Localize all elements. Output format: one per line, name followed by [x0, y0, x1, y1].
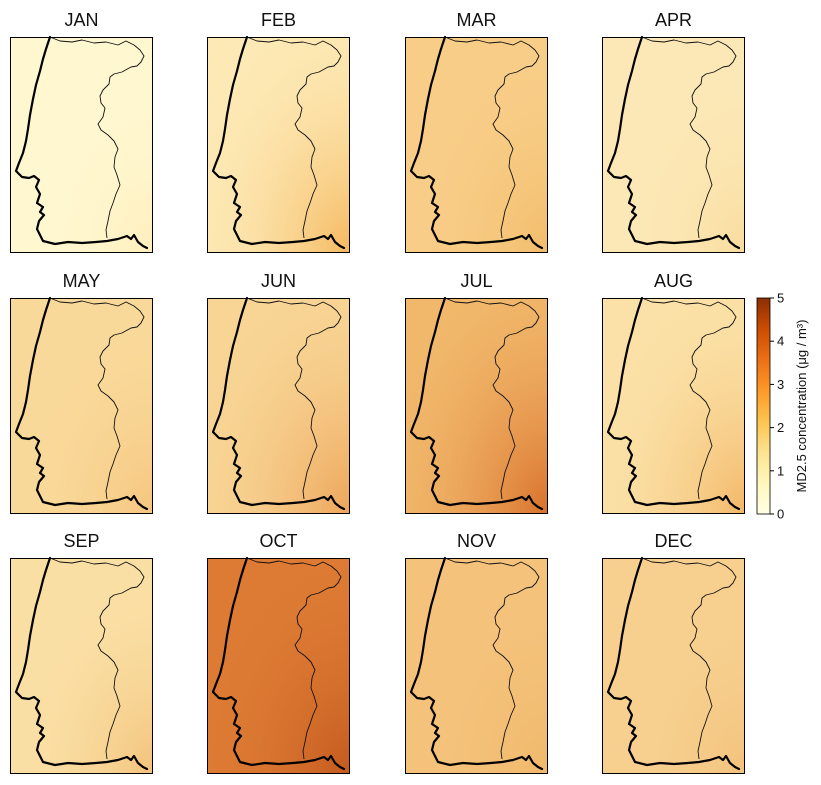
coastline-line: [606, 296, 741, 511]
map-panel-dec: DEC: [602, 531, 745, 774]
country-border-line: [49, 36, 145, 239]
map-panel-feb: FEB: [207, 10, 350, 253]
panel-title: MAY: [63, 271, 101, 291]
map-panel-jul: JUL: [405, 271, 548, 514]
map-panel-jan: JAN: [10, 10, 153, 253]
panel-title: AUG: [654, 271, 693, 291]
panel-frame: [405, 558, 548, 774]
map-field-gradient: [602, 298, 745, 514]
map-panel-apr: APR: [602, 10, 745, 253]
map-field-gradient: [602, 37, 745, 253]
country-border-line: [246, 557, 342, 760]
panel-title: JUL: [460, 271, 492, 291]
panel-frame: [10, 298, 153, 514]
country-border-line: [641, 557, 737, 760]
colorbar-gradient: [756, 297, 771, 515]
colorbar: 0 1 2 3 4 5 MD2.5 concentration (μg / m³): [756, 291, 809, 522]
country-border-line: [444, 557, 540, 760]
coastline-line: [409, 556, 544, 771]
panel-frame: [10, 558, 153, 774]
coastline-line: [606, 556, 741, 771]
map-panel-may: MAY: [10, 271, 153, 514]
panel-frame: [10, 37, 153, 253]
map-panel-oct: OCT: [207, 531, 350, 774]
map-field-gradient: [10, 558, 153, 774]
map-field-gradient: [405, 298, 548, 514]
map-panel-nov: NOV: [405, 531, 548, 774]
panel-title: APR: [655, 10, 692, 30]
panel-frame: [207, 298, 350, 514]
coastline-line: [14, 556, 149, 771]
map-field-gradient: [207, 298, 350, 514]
panel-title: NOV: [457, 531, 496, 551]
panel-frame: [207, 558, 350, 774]
map-panels: JAN FEB MAR APR MAY JUN JUL AUG SEP OCT NOV DEC: [10, 10, 745, 774]
map-field-gradient: [207, 37, 350, 253]
coastline-line: [211, 556, 346, 771]
panel-title: DEC: [654, 531, 692, 551]
coastline-line: [211, 35, 346, 250]
panel-title: OCT: [260, 531, 298, 551]
colorbar-tick-label: 0: [777, 507, 784, 522]
coastline-line: [606, 35, 741, 250]
country-border-line: [641, 36, 737, 239]
country-border-line: [444, 36, 540, 239]
colorbar-title: MD2.5 concentration (μg / m³): [794, 320, 809, 493]
colorbar-tick-label: 3: [777, 377, 784, 392]
panel-frame: [207, 37, 350, 253]
country-border-line: [246, 36, 342, 239]
panel-frame: [602, 558, 745, 774]
panel-frame: [602, 37, 745, 253]
country-border-line: [444, 297, 540, 500]
map-field-gradient: [405, 558, 548, 774]
panel-frame: [405, 37, 548, 253]
country-border-line: [246, 297, 342, 500]
map-field-gradient: [405, 37, 548, 253]
colorbar-tick-label: 4: [777, 334, 784, 349]
coastline-line: [14, 296, 149, 511]
coastline-line: [211, 296, 346, 511]
coastline-line: [409, 296, 544, 511]
country-border-line: [49, 297, 145, 500]
map-panel-aug: AUG: [602, 271, 745, 514]
panel-frame: [602, 298, 745, 514]
map-panel-sep: SEP: [10, 531, 153, 774]
panel-title: JAN: [64, 10, 98, 30]
coastline-line: [14, 35, 149, 250]
colorbar-tick-label: 2: [777, 420, 784, 435]
map-field-gradient: [207, 558, 350, 774]
panel-title: SEP: [63, 531, 99, 551]
country-border-line: [49, 557, 145, 760]
colorbar-tick-label: 1: [777, 463, 784, 478]
panel-title: JUN: [261, 271, 296, 291]
coastline-line: [409, 35, 544, 250]
colorbar-tick-label: 5: [777, 291, 784, 306]
panel-frame: [405, 298, 548, 514]
country-border-line: [641, 297, 737, 500]
map-field-gradient: [602, 558, 745, 774]
panel-title: FEB: [261, 10, 296, 30]
map-field-gradient: [10, 298, 153, 514]
map-field-gradient: [10, 37, 153, 253]
map-panel-jun: JUN: [207, 271, 350, 514]
map-panel-mar: MAR: [405, 10, 548, 253]
panel-title: MAR: [457, 10, 497, 30]
